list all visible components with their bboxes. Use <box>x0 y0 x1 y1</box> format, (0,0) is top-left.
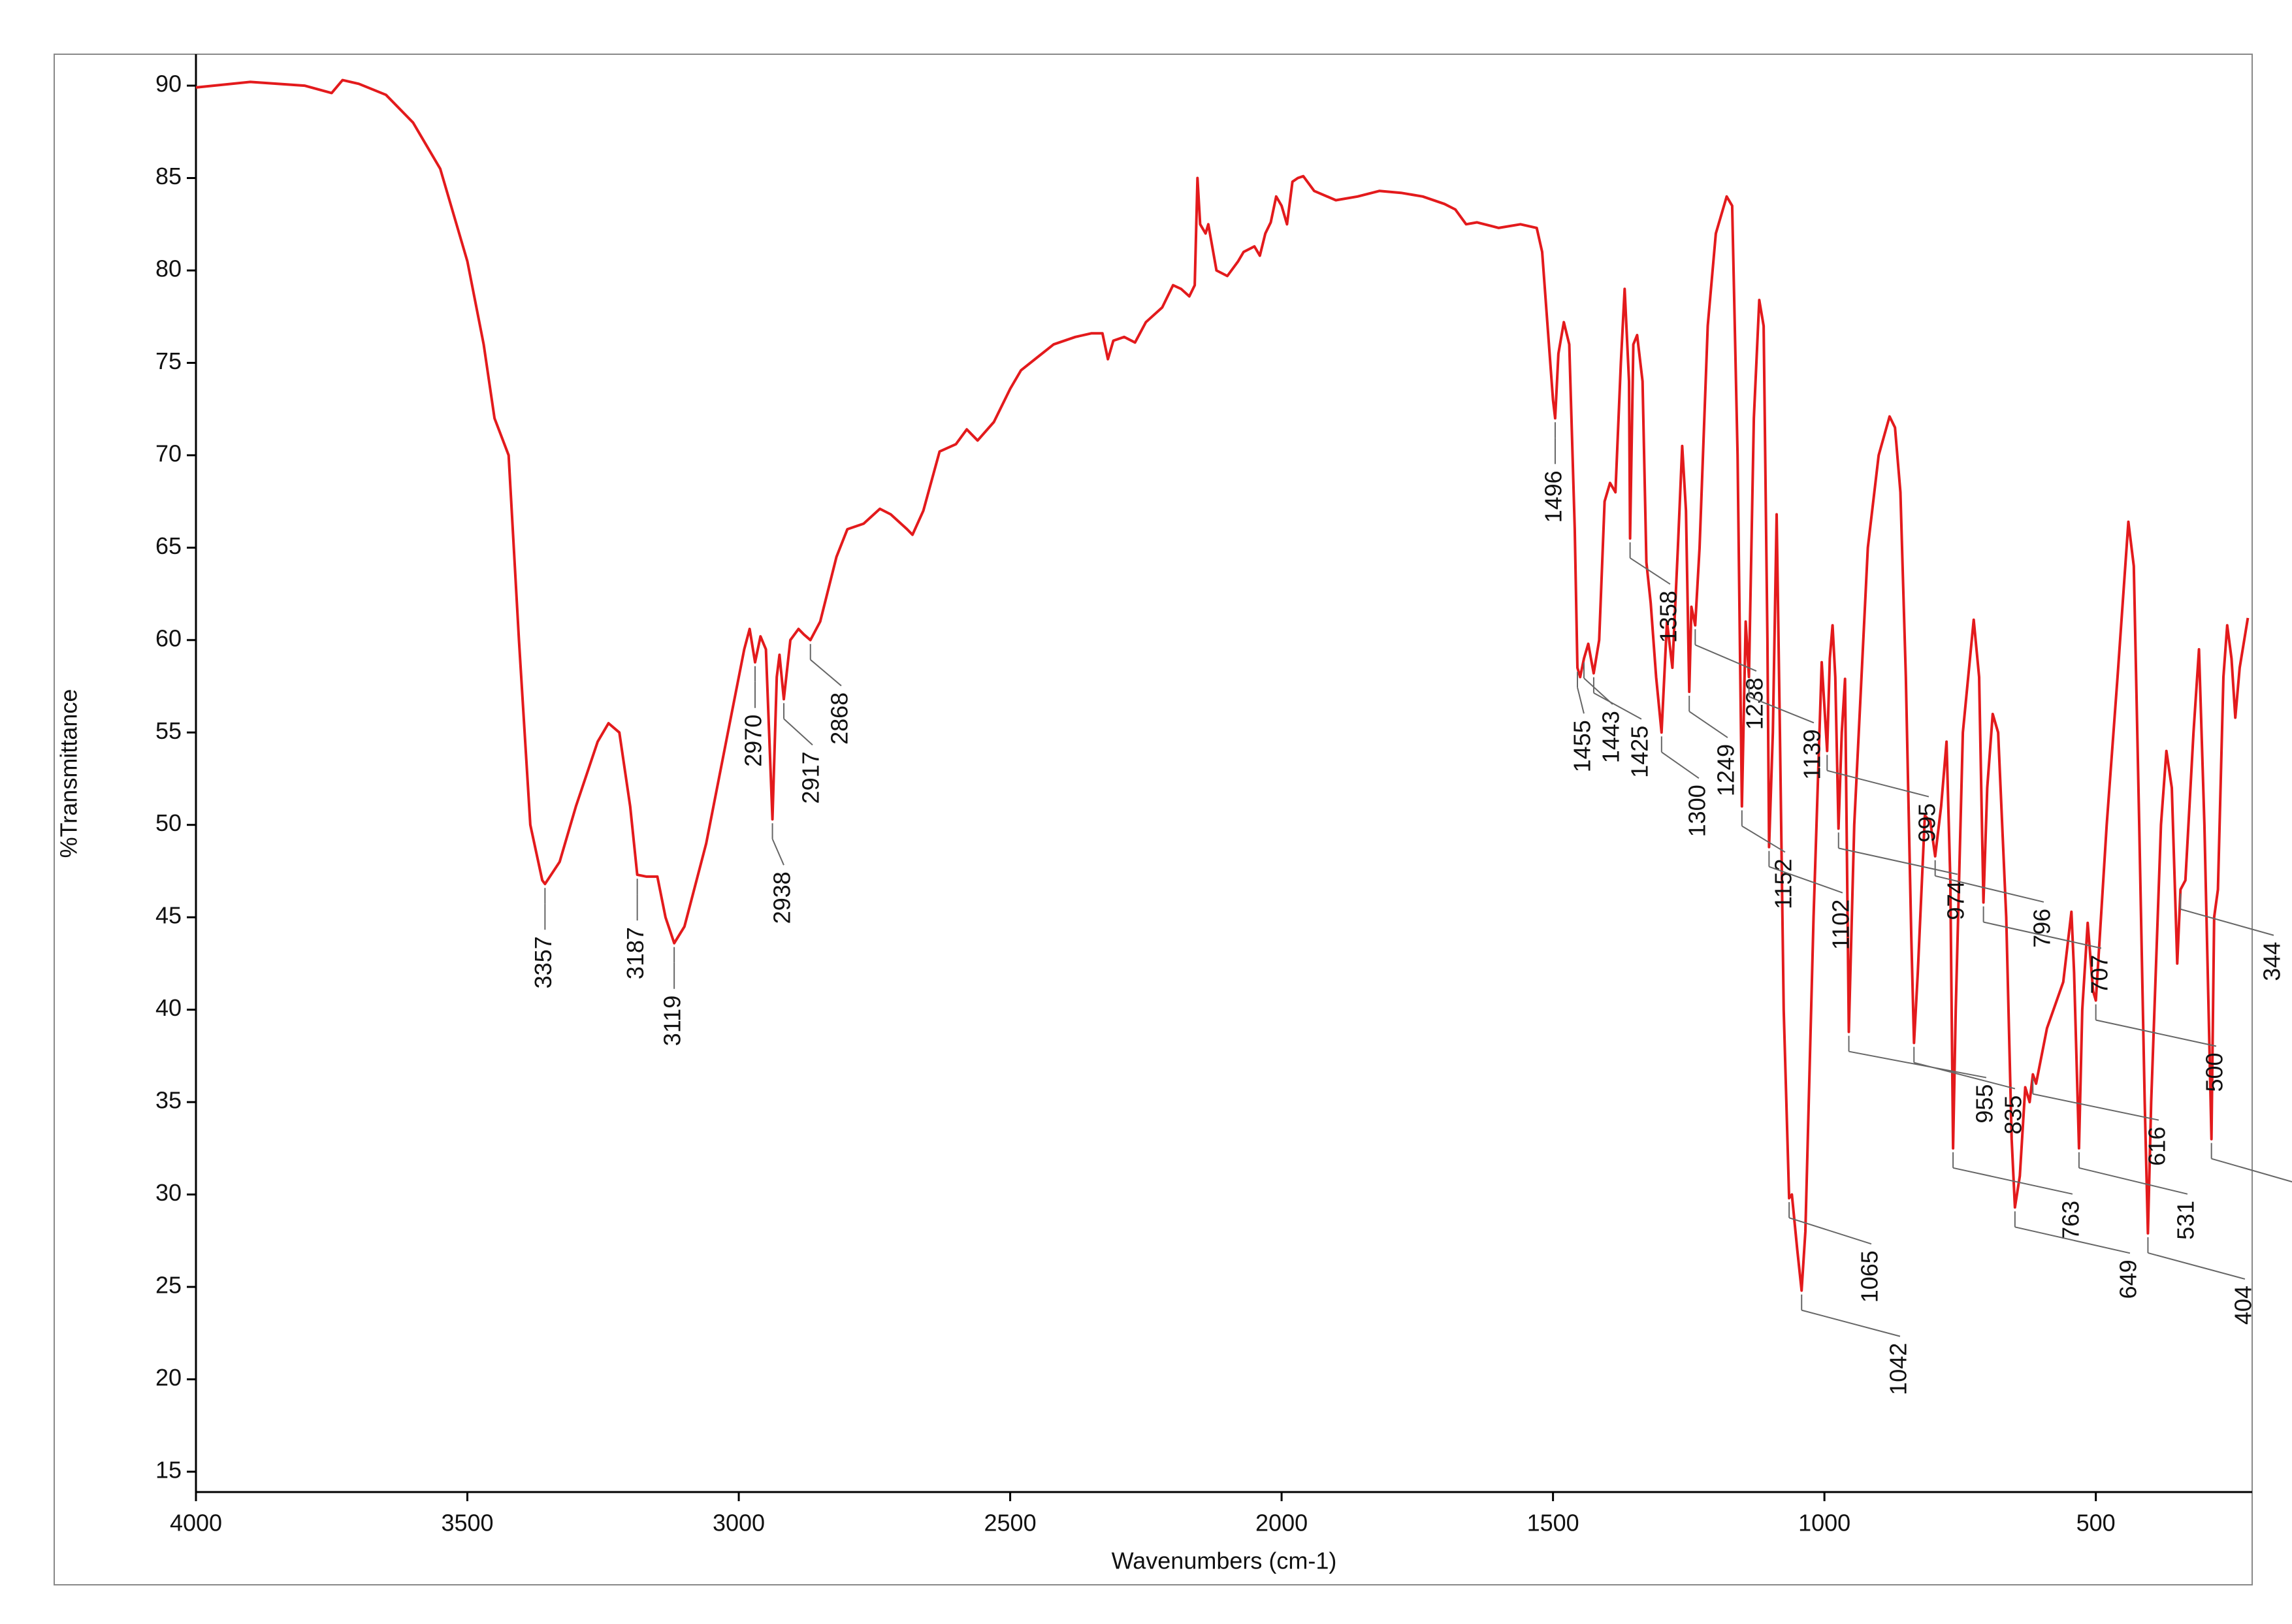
peak-label: 1425 <box>1626 726 1653 778</box>
y-tick-label: 50 <box>155 809 182 836</box>
peak-leader <box>1801 1309 1901 1337</box>
peak-label: 649 <box>2114 1259 2141 1299</box>
peak-label: 3119 <box>659 996 686 1046</box>
peak-label: 835 <box>1999 1096 2026 1135</box>
peak-leader <box>1914 1062 2016 1090</box>
peak-leader <box>1688 711 1728 738</box>
peak-label: 2868 <box>826 692 852 745</box>
peak-label: 3187 <box>622 927 649 979</box>
peak-leader <box>1769 866 1843 894</box>
x-tick-label: 1000 <box>1798 1510 1850 1536</box>
peak-leader <box>1583 677 1613 705</box>
peak-leader <box>1848 1050 1987 1079</box>
peak-label: 1238 <box>1741 677 1767 730</box>
y-tick-label: 15 <box>155 1456 182 1483</box>
peak-label: 500 <box>2201 1052 2227 1092</box>
x-tick-label: 2000 <box>1255 1510 1308 1536</box>
peak-leader <box>1749 696 1815 724</box>
peak-label: 2938 <box>768 871 795 924</box>
x-tick-label: 500 <box>2076 1510 2116 1536</box>
peak-leader <box>783 718 813 746</box>
peak-label: 1496 <box>1540 470 1566 523</box>
y-tick-label: 45 <box>155 902 182 929</box>
peak-leader <box>1577 687 1585 714</box>
peak-leader <box>1838 847 1958 875</box>
y-tick-label: 75 <box>155 348 182 374</box>
peak-leader <box>771 838 784 866</box>
peak-leader <box>1661 751 1700 779</box>
peak-leader <box>1983 921 2102 949</box>
x-tick-label: 3500 <box>441 1510 493 1536</box>
peak-leader <box>1952 1167 2073 1195</box>
y-tick-label: 90 <box>155 71 182 97</box>
peak-leader <box>1593 692 1642 720</box>
peak-label: 1139 <box>1798 729 1825 779</box>
peak-leader <box>2148 1252 2246 1280</box>
x-tick-label: 2500 <box>984 1510 1037 1536</box>
spectrum-line <box>195 78 2250 1292</box>
peak-label: 616 <box>2143 1127 2170 1166</box>
peak-label: 404 <box>2229 1286 2256 1325</box>
peak-label: 796 <box>2028 909 2055 948</box>
y-tick-label: 55 <box>155 717 182 744</box>
peak-label: 1358 <box>1654 591 1681 643</box>
peak-label: 1300 <box>1683 785 1710 837</box>
y-tick-label: 35 <box>155 1087 182 1114</box>
y-tick-label: 60 <box>155 625 182 651</box>
y-tick-label: 70 <box>155 440 182 466</box>
x-axis-label: Wavenumbers (cm-1) <box>1112 1548 1337 1574</box>
x-tick-label: 1500 <box>1527 1510 1579 1536</box>
peak-leader <box>1630 557 1671 585</box>
x-tick-label: 4000 <box>170 1510 222 1536</box>
peak-leader <box>1827 770 1929 798</box>
peak-leader <box>1935 875 2044 903</box>
peak-leader <box>1694 644 1757 672</box>
peak-label: 1042 <box>1884 1343 1911 1395</box>
y-tick-label: 25 <box>155 1271 182 1298</box>
peak-leader <box>2095 1019 2217 1047</box>
peak-label: 2970 <box>739 715 766 767</box>
peak-leader <box>810 659 842 687</box>
x-tick-label: 3000 <box>713 1510 765 1536</box>
y-tick-label: 80 <box>155 255 182 282</box>
y-tick-label: 30 <box>155 1179 182 1206</box>
peak-label: 1443 <box>1597 711 1624 763</box>
peak-leader <box>2211 1158 2292 1183</box>
peak-label: 3357 <box>530 936 557 988</box>
peak-label: 974 <box>1942 881 1969 920</box>
peak-leader <box>2078 1167 2188 1195</box>
peak-leader <box>1788 1217 1872 1245</box>
y-tick-label: 85 <box>155 163 182 189</box>
peak-label: 763 <box>2057 1201 2084 1240</box>
peak-label: 1455 <box>1568 720 1595 772</box>
peak-label: 344 <box>2258 942 2285 981</box>
peak-leader <box>2033 1093 2159 1121</box>
peak-label: 1152 <box>1769 858 1796 909</box>
y-axis-label: %Transmittance <box>56 689 82 858</box>
peak-label: 955 <box>1971 1084 1997 1124</box>
peak-leader <box>2014 1226 2131 1254</box>
y-tick-label: 20 <box>155 1364 182 1391</box>
y-tick-label: 40 <box>155 994 182 1021</box>
peak-leader <box>2180 908 2274 936</box>
peak-label: 2917 <box>797 751 824 804</box>
peak-label: 287 <box>2287 1192 2292 1231</box>
peak-label: 1102 <box>1827 900 1854 950</box>
y-tick-label: 65 <box>155 532 182 559</box>
peak-label: 531 <box>2172 1201 2199 1240</box>
peak-label: 995 <box>1913 804 1940 843</box>
peak-label: 707 <box>2086 955 2112 994</box>
frame <box>54 54 2253 1585</box>
peak-label: 1249 <box>1712 744 1739 796</box>
peak-leader <box>1741 825 1786 853</box>
peak-label: 1065 <box>1856 1250 1882 1303</box>
